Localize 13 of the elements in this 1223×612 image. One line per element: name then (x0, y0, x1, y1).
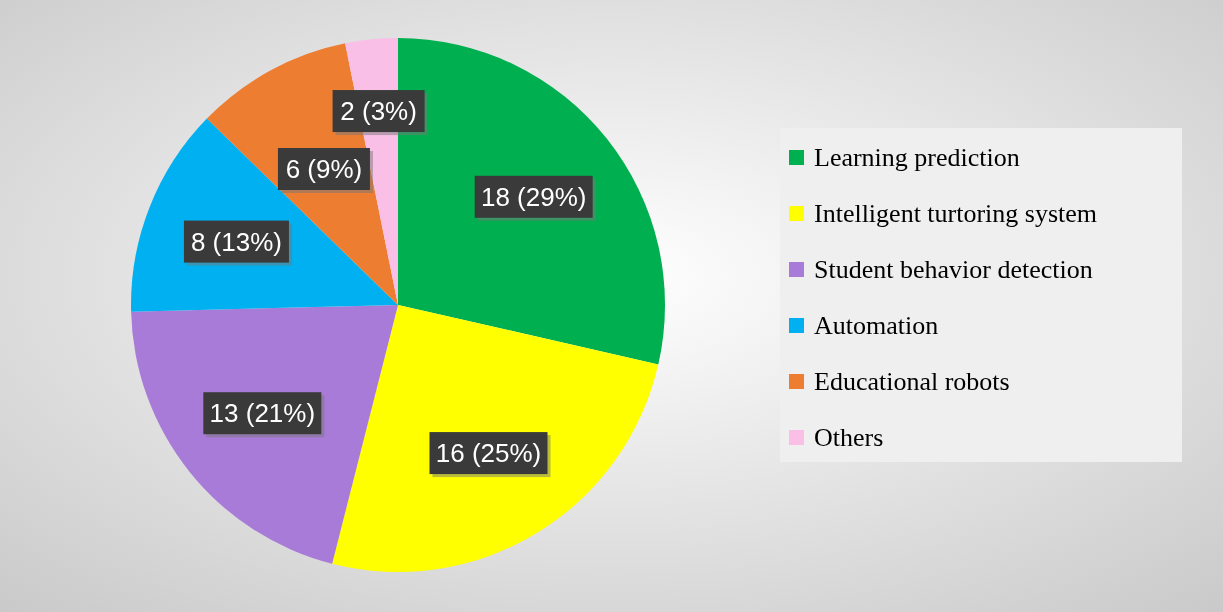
data-label: 18 (29%) (480, 181, 587, 212)
data-label: 8 (13%) (190, 226, 282, 257)
legend-label: Educational robots (814, 367, 1010, 396)
pie-slice (332, 305, 659, 572)
legend-label: Learning prediction (814, 143, 1020, 172)
legend-label: Student behavior detection (814, 255, 1093, 284)
legend-label: Intelligent turtoring system (814, 199, 1098, 228)
data-label: 2 (3%) (340, 96, 417, 127)
legend-label: Others (814, 423, 884, 452)
legend-label: Automation (814, 311, 939, 340)
data-label: 16 (25%) (435, 438, 542, 469)
data-label: 6 (9%) (285, 154, 363, 184)
data-label: 13 (21%) (209, 398, 316, 429)
